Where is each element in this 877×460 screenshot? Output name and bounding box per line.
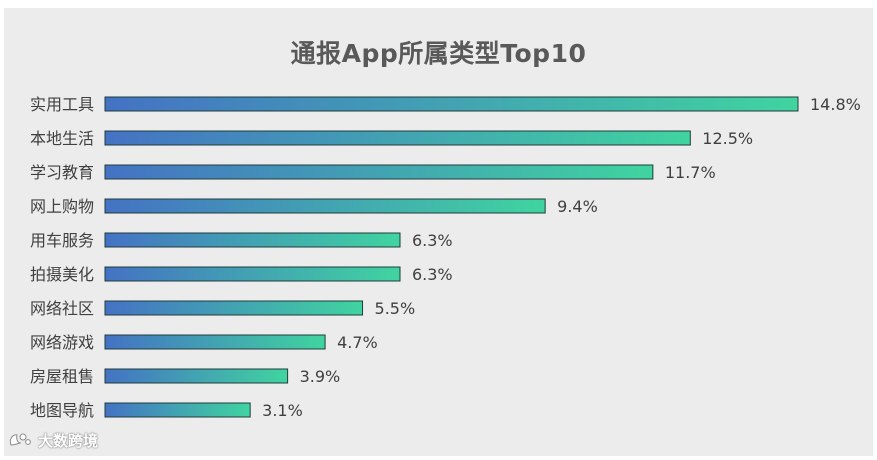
value-label: 6.3% bbox=[412, 265, 453, 284]
value-label: 5.5% bbox=[375, 299, 416, 318]
category-label: 拍摄美化 bbox=[30, 265, 94, 284]
category-label: 网络社区 bbox=[30, 299, 94, 318]
value-label: 12.5% bbox=[702, 129, 753, 148]
category-label: 房屋租售 bbox=[30, 367, 94, 386]
watermark: 大数跨境 bbox=[8, 428, 98, 452]
chart-title: 通报App所属类型Top10 bbox=[290, 39, 587, 68]
category-label: 网上购物 bbox=[30, 197, 94, 216]
category-label: 学习教育 bbox=[30, 163, 94, 182]
bar bbox=[104, 96, 799, 112]
category-label: 实用工具 bbox=[30, 95, 94, 114]
category-label: 网络游戏 bbox=[30, 333, 94, 352]
watermark-text: 大数跨境 bbox=[38, 431, 99, 450]
value-label: 14.8% bbox=[810, 95, 861, 114]
category-label: 地图导航 bbox=[30, 401, 94, 420]
category-label: 用车服务 bbox=[30, 231, 94, 250]
bar bbox=[104, 334, 326, 350]
value-label: 9.4% bbox=[557, 197, 598, 216]
category-label: 本地生活 bbox=[30, 129, 94, 148]
bar bbox=[104, 198, 546, 214]
bar bbox=[104, 368, 289, 384]
brand-logo-icon bbox=[9, 433, 31, 446]
value-label: 3.9% bbox=[300, 367, 341, 386]
value-label: 4.7% bbox=[337, 333, 378, 352]
bar bbox=[104, 164, 654, 180]
bar bbox=[104, 232, 401, 248]
bar bbox=[104, 130, 691, 146]
bar bbox=[104, 402, 251, 418]
value-label: 6.3% bbox=[412, 231, 453, 250]
value-label: 11.7% bbox=[665, 163, 716, 182]
bar bbox=[104, 266, 401, 282]
bar bbox=[104, 300, 364, 316]
value-label: 3.1% bbox=[262, 401, 303, 420]
